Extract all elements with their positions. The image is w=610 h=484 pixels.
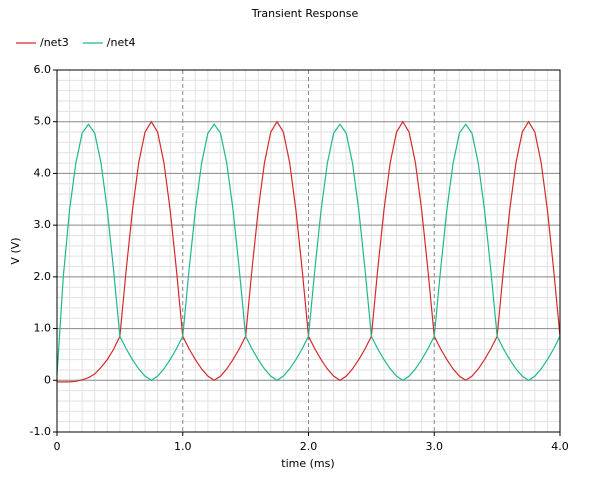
x-tick-label: 0 bbox=[54, 440, 61, 453]
x-axis-label: time (ms) bbox=[281, 457, 334, 470]
y-tick-label: 1.0 bbox=[34, 322, 52, 335]
y-tick-label: 0 bbox=[44, 373, 51, 386]
series-line bbox=[56, 123, 561, 382]
plot-border bbox=[56, 69, 561, 433]
legend-label: /net4 bbox=[107, 36, 136, 49]
x-tick-label: 3.0 bbox=[426, 440, 444, 453]
x-tick-label: 4.0 bbox=[551, 440, 569, 453]
legend-label: /net3 bbox=[40, 36, 69, 49]
x-tick-label: 1.0 bbox=[174, 440, 192, 453]
y-tick-label: 3.0 bbox=[34, 218, 52, 231]
chart-title: Transient Response bbox=[251, 7, 359, 20]
y-tick-label: 5.0 bbox=[34, 115, 52, 128]
y-tick-label: 6.0 bbox=[34, 63, 52, 76]
y-tick-label: -1.0 bbox=[30, 425, 51, 438]
y-tick-label: 4.0 bbox=[34, 166, 52, 179]
y-axis-label: V (V) bbox=[9, 237, 22, 264]
y-tick-label: 2.0 bbox=[34, 270, 52, 283]
x-tick-label: 2.0 bbox=[300, 440, 318, 453]
